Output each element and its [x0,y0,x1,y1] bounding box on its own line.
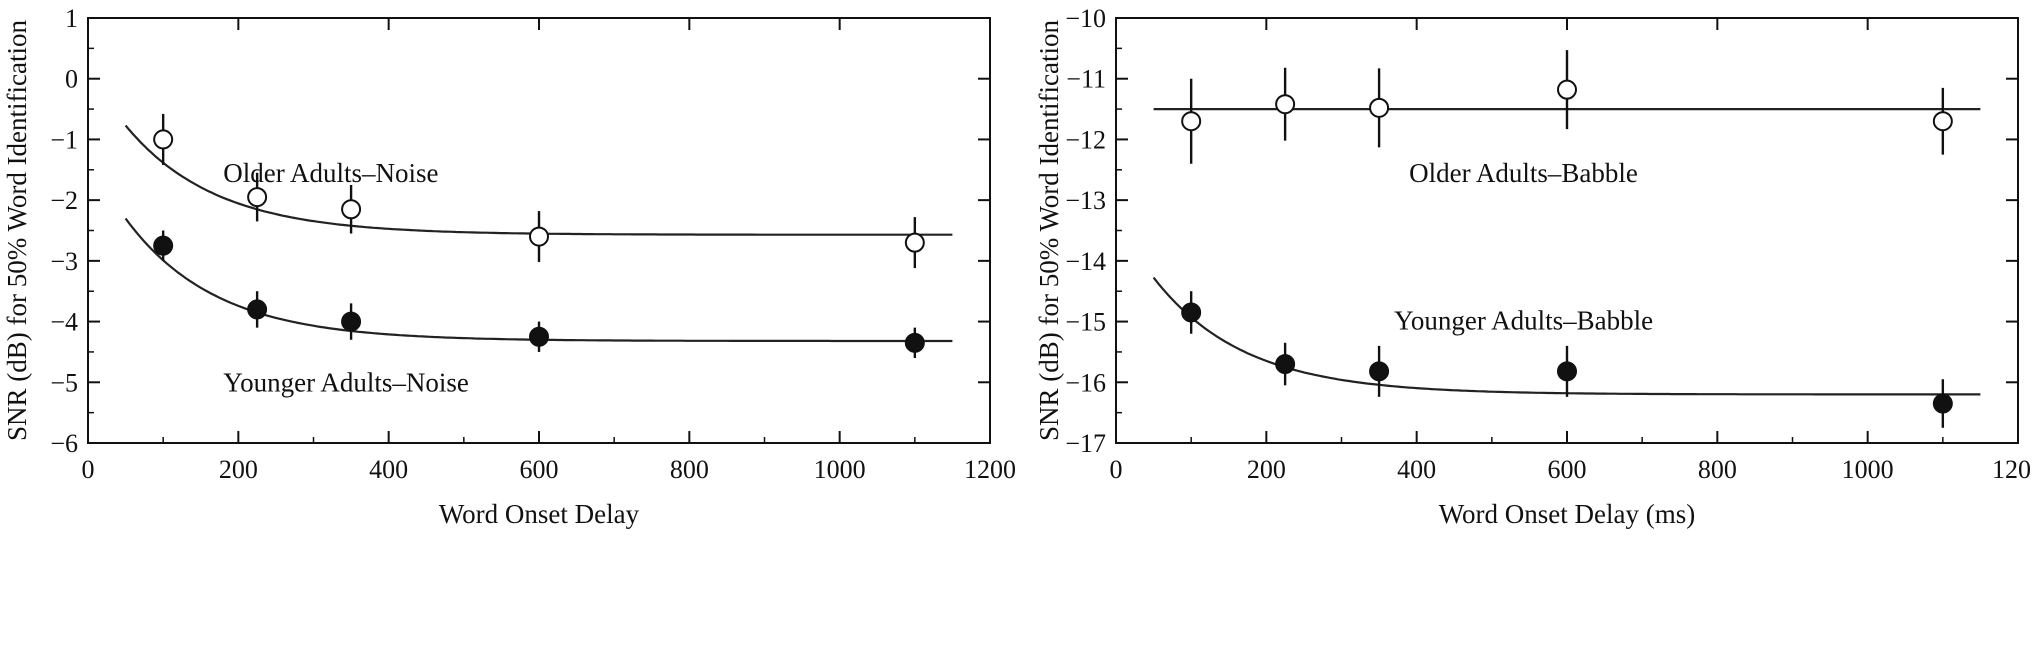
series-label: Older Adults–Babble [1409,158,1638,188]
data-point [1369,97,1390,118]
x-tick-label: 0 [1110,455,1123,484]
x-tick-label: 200 [1247,455,1286,484]
data-point [1181,302,1202,323]
y-tick-label: 0 [65,65,78,94]
x-tick-label: 200 [219,455,258,484]
noise-panel: 0 200 400 600 800 1000 1200 1 0 −1 −2 −3 −4 −5 −6 Word … [2,4,1016,529]
x-tick-label: 1200 [1992,455,2032,484]
y-axis-title: SNR (dB) for 50% Word Identification [2,20,32,442]
x-tick-label: 800 [1698,455,1737,484]
data-point [341,199,362,220]
data-point [1369,361,1390,382]
y-axis-title: SNR (dB) for 50% Word Identification [1034,20,1064,442]
y-tick-label: −4 [50,308,78,337]
y-tick-label: −2 [50,186,78,215]
data-point [1932,111,1953,132]
y-tick-label: −12 [1065,125,1106,154]
data-point [1275,354,1296,375]
y-tick-label: −1 [50,125,78,154]
data-point [341,311,362,332]
y-tick-label: −6 [50,429,78,458]
x-tick-label: 600 [520,455,559,484]
y-tick-label: −13 [1065,186,1106,215]
x-tick-label: 1200 [964,455,1016,484]
data-point [529,226,549,247]
data-point [529,326,549,347]
y-tick-label: −10 [1065,4,1106,33]
series-group: Younger Adults–Babble [1152,276,1981,428]
data-point [153,235,174,256]
x-axis-title: Word Onset Delay (ms) [1439,499,1696,529]
y-tick-label: −16 [1065,368,1106,397]
series-group: Older Adults–Babble [1153,50,1981,188]
data-point [153,129,174,150]
y-tick-label: −5 [50,368,78,397]
data-point [1557,79,1577,100]
data-point [904,332,925,353]
y-tick-label: −17 [1065,429,1106,458]
x-tick-label: 400 [369,455,408,484]
data-point [247,187,268,208]
x-tick-label: 1000 [1842,455,1894,484]
x-tick-label: 1000 [814,455,866,484]
series-group: Younger Adults–Noise [124,217,953,397]
x-tick-label: 600 [1548,455,1587,484]
y-tick-label: −11 [1066,65,1106,94]
x-tick-label: 400 [1397,455,1436,484]
data-point [1181,111,1202,132]
y-tick-label: −14 [1065,247,1106,276]
data-point [247,299,268,320]
x-tick-label: 0 [82,455,95,484]
data-point [1932,393,1953,414]
data-point [1275,94,1296,115]
series-label: Older Adults–Noise [223,158,438,188]
x-axis-title: Word Onset Delay [439,499,640,529]
y-tick-label: −15 [1065,308,1106,337]
data-point [1557,361,1577,382]
series-label: Younger Adults–Babble [1394,305,1653,335]
series-label: Younger Adults–Noise [223,367,469,397]
x-tick-label: 800 [670,455,709,484]
data-point [904,232,925,253]
series-group: Older Adults–Noise [124,113,953,269]
y-tick-label: 1 [65,4,78,33]
y-tick-label: −3 [50,247,78,276]
babble-panel: 0 200 400 600 800 1000 1200 −10 −11 −12 −13 −14 −15 −… [1034,4,2032,529]
